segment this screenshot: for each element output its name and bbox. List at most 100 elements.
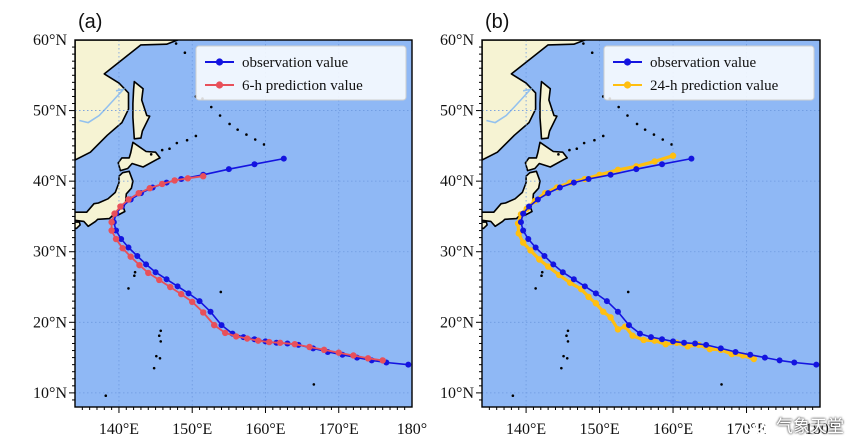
x-tick-label: 180° — [397, 421, 427, 438]
island-dot — [104, 394, 108, 398]
prediction-6h-point — [117, 203, 124, 210]
observation-point — [532, 244, 539, 251]
island-dot — [575, 147, 579, 150]
observation-point — [648, 334, 654, 341]
island-dot — [560, 366, 563, 370]
observation-point — [603, 298, 610, 305]
island-dot — [219, 290, 223, 294]
prediction-24h-point — [544, 263, 552, 270]
panel-label: (b) — [485, 11, 509, 33]
island-dot — [158, 357, 162, 360]
observation-point — [670, 338, 677, 345]
prediction-24h-point — [585, 293, 592, 301]
island-dot — [540, 270, 544, 274]
land-sakhalin — [132, 80, 151, 140]
ocean-background — [75, 40, 412, 407]
y-tick-label: 10°N — [440, 385, 474, 402]
island-dot — [601, 134, 605, 138]
legend-swatch-marker — [623, 81, 632, 89]
island-dot — [626, 290, 630, 294]
prediction-24h-point — [651, 158, 658, 165]
island-dot — [253, 138, 257, 141]
observation-point — [659, 336, 666, 343]
island-dot — [652, 133, 656, 136]
ocean-background — [482, 40, 820, 407]
prediction-6h-point — [243, 335, 251, 342]
prediction-24h-point — [706, 345, 713, 353]
observation-point — [534, 196, 541, 203]
observation-point — [545, 190, 552, 197]
land-kyushu — [450, 224, 466, 244]
observation-point — [614, 308, 621, 315]
legend-swatch-marker — [623, 58, 632, 66]
prediction-6h-point — [127, 253, 134, 260]
prediction-6h-point — [125, 196, 132, 203]
prediction-6h-point — [276, 339, 284, 346]
island-dot — [635, 122, 639, 126]
prediction-6h-point — [306, 343, 313, 351]
watermark-text: 气象天堂 — [776, 417, 844, 437]
island-dot — [174, 42, 178, 45]
observation-point — [581, 283, 588, 290]
land-shikoku — [75, 221, 81, 230]
observation-point — [152, 269, 159, 276]
y-tick-label: 50°N — [33, 103, 67, 120]
observation-point — [218, 322, 225, 329]
y-tick-label: 10°N — [33, 385, 67, 402]
prediction-24h-point — [519, 239, 527, 246]
legend-swatch-marker — [215, 58, 224, 66]
observation-point — [681, 339, 688, 346]
observation-point — [813, 361, 820, 368]
prediction-6h-point — [135, 189, 142, 197]
land-kyushu — [44, 224, 60, 244]
island-dot — [565, 334, 568, 338]
observation-point — [732, 348, 739, 355]
island-dot — [152, 366, 156, 370]
prediction-24h-point — [662, 340, 669, 348]
legend: observation value 6-h prediction value — [195, 45, 407, 101]
island-dot — [245, 133, 248, 136]
observation-point — [251, 161, 258, 168]
x-tick-label: 170°E — [726, 421, 766, 438]
observation-point — [163, 276, 170, 283]
observation-point — [633, 166, 640, 173]
prediction-24h-point — [592, 300, 600, 307]
land-hokkaido — [117, 141, 161, 172]
observation-point — [280, 155, 287, 162]
prediction-6h-point — [119, 245, 126, 252]
island-dot — [160, 148, 164, 152]
x-tick-label: 160°E — [245, 421, 285, 438]
island-dot — [149, 153, 153, 156]
prediction-24h-point — [750, 355, 758, 363]
prediction-24h-point — [515, 230, 522, 237]
observation-point — [207, 308, 214, 315]
legend-box — [195, 45, 407, 101]
prediction-6h-point — [335, 349, 342, 356]
watermark: 气象天堂 — [744, 412, 844, 437]
island-dot — [262, 143, 266, 146]
observation-point — [405, 361, 412, 368]
island-dot — [511, 394, 515, 398]
prediction-6h-point — [112, 235, 120, 243]
legend-entry: observation value — [242, 55, 349, 71]
island-dot — [540, 274, 543, 278]
prediction-6h-point — [291, 340, 298, 348]
y-tick-label: 60°N — [33, 32, 67, 49]
observation-point — [118, 236, 125, 243]
prediction-6h-point — [108, 227, 115, 234]
island-dot — [566, 329, 570, 333]
prediction-6h-point — [167, 283, 174, 291]
prediction-24h-point — [607, 314, 614, 321]
island-dot — [557, 153, 560, 156]
panel-a: 140°E 150°E 160°E 170°E 180° 10°N 20°N 30°N 40°N… — [33, 11, 427, 438]
panel-label: (a) — [78, 11, 102, 33]
legend-swatch-marker — [215, 81, 224, 89]
observation-point — [570, 179, 577, 186]
observation-point — [525, 236, 532, 243]
prediction-24h-point — [640, 336, 647, 344]
map-layers — [44, 40, 412, 407]
land-mainland — [75, 40, 179, 161]
prediction-6h-point — [108, 218, 115, 226]
island-dot — [562, 354, 565, 358]
